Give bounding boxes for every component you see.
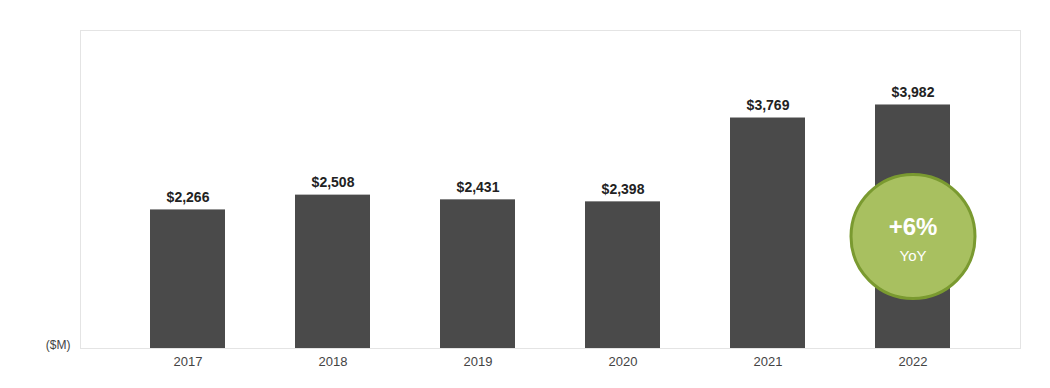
svg-text:+6%: +6% (889, 213, 938, 240)
svg-text:$3,769: $3,769 (747, 97, 790, 113)
svg-text:2020: 2020 (609, 354, 638, 369)
svg-text:2021: 2021 (754, 354, 783, 369)
svg-text:YoY: YoY (900, 247, 927, 264)
svg-text:$2,398: $2,398 (602, 181, 645, 197)
svg-text:2019: 2019 (464, 354, 493, 369)
svg-text:2022: 2022 (899, 354, 928, 369)
svg-text:$2,431: $2,431 (457, 179, 500, 195)
svg-text:$2,508: $2,508 (312, 174, 355, 190)
svg-text:2018: 2018 (319, 354, 348, 369)
svg-text:2017: 2017 (174, 354, 203, 369)
svg-text:($M): ($M) (46, 338, 71, 352)
svg-text:$3,982: $3,982 (892, 84, 935, 100)
svg-text:$2,266: $2,266 (167, 189, 210, 205)
